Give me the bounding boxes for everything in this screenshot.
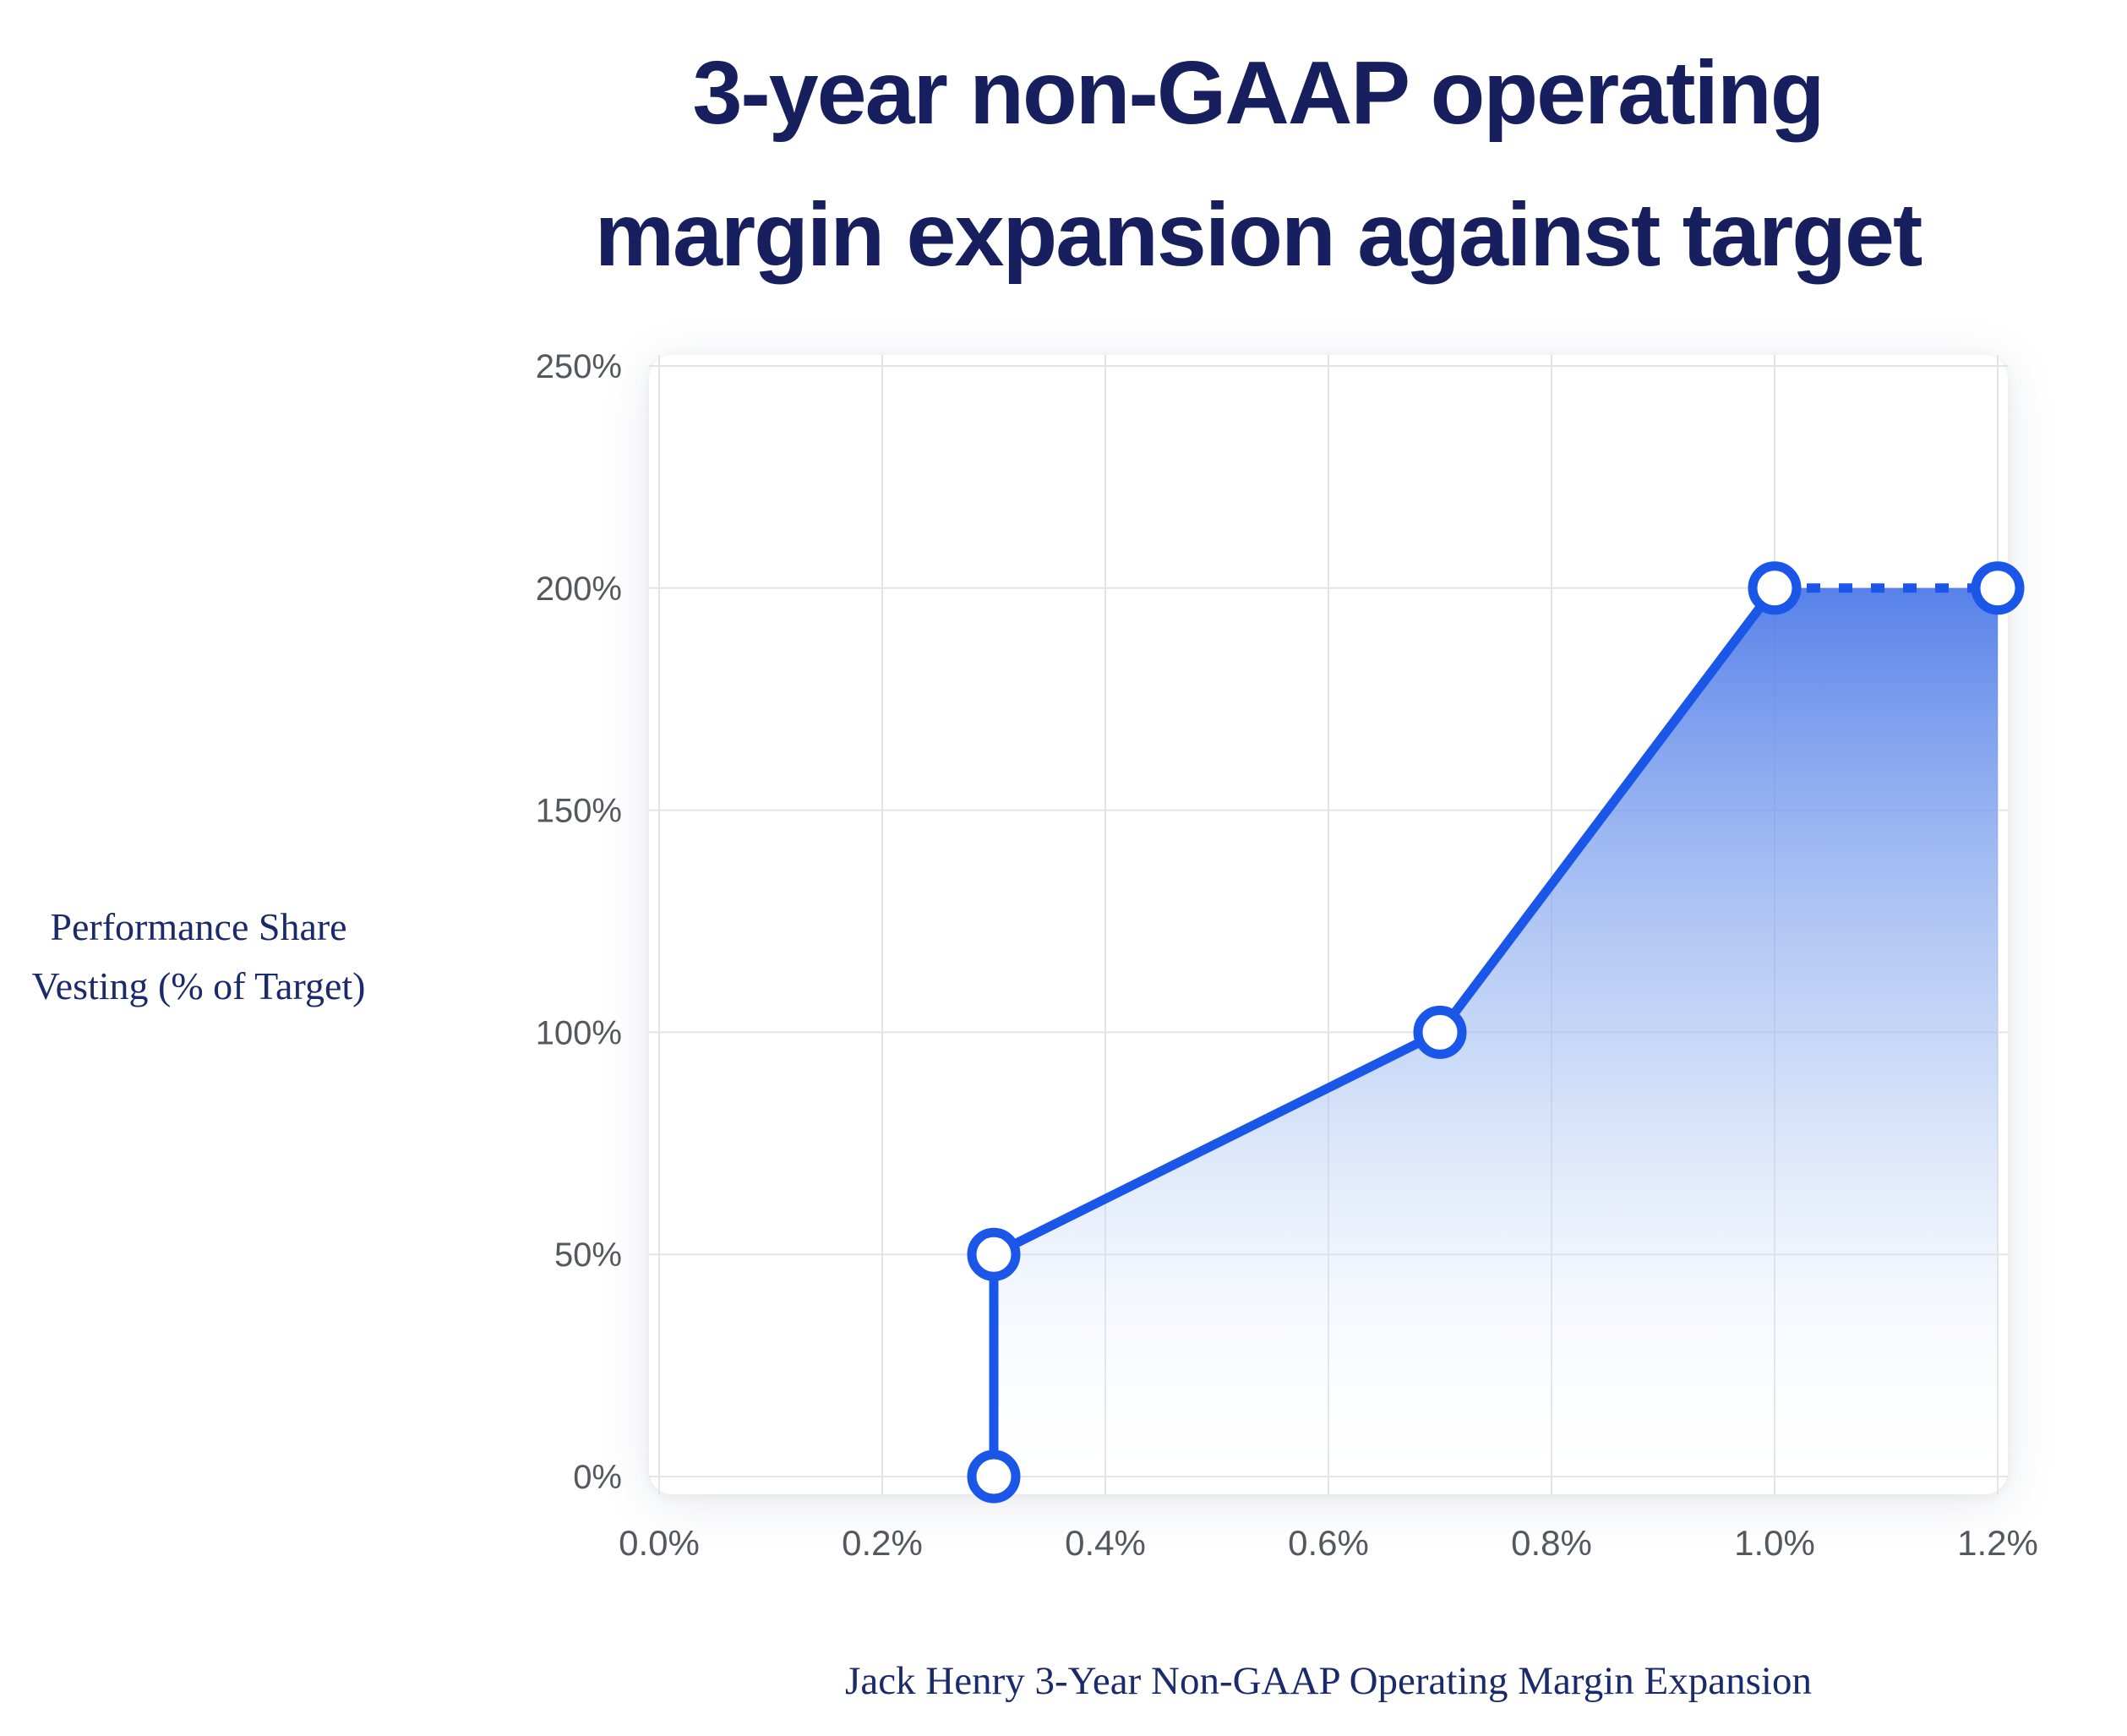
y-tick-label: 0%: [573, 1459, 622, 1496]
y-tick-label: 100%: [536, 1014, 622, 1051]
data-point-marker: [967, 1227, 1021, 1281]
y-tick-label: 150%: [536, 793, 622, 830]
y-axis-label-line1: Performance Share: [50, 905, 347, 948]
area-fill: [994, 587, 1998, 1477]
chart-title-line1: 3-year non-GAAP operating: [692, 43, 1824, 143]
data-point-marker: [1971, 561, 2025, 615]
y-tick-label: 200%: [536, 570, 622, 608]
x-tick-label: 0.4%: [1065, 1523, 1146, 1563]
series-line-vesting-curve: [989, 583, 1780, 1482]
data-point-marker: [1413, 1005, 1467, 1059]
x-tick-label: 1.2%: [1957, 1523, 2038, 1563]
x-axis-label: Jack Henry 3-Year Non-GAAP Operating Mar…: [845, 1659, 1812, 1703]
data-point-marker: [1748, 561, 1802, 615]
x-tick-label: 0.2%: [842, 1523, 923, 1563]
chart-title: 3-year non-GAAP operating margin expansio…: [389, 22, 2127, 306]
y-axis-label-line2: Vesting (% of Target): [31, 964, 366, 1007]
x-tick-label: 0.6%: [1288, 1523, 1369, 1563]
y-axis-label: Performance Share Vesting (% of Target): [0, 898, 397, 1016]
chart-title-line2: margin expansion against target: [594, 185, 1923, 285]
y-tick-label: 250%: [536, 348, 622, 385]
data-point-marker: [967, 1449, 1021, 1504]
y-tick-label: 50%: [554, 1236, 622, 1274]
x-tick-label: 0.0%: [619, 1523, 700, 1563]
x-tick-label: 1.0%: [1734, 1523, 1815, 1563]
x-tick-label: 0.8%: [1511, 1523, 1592, 1563]
